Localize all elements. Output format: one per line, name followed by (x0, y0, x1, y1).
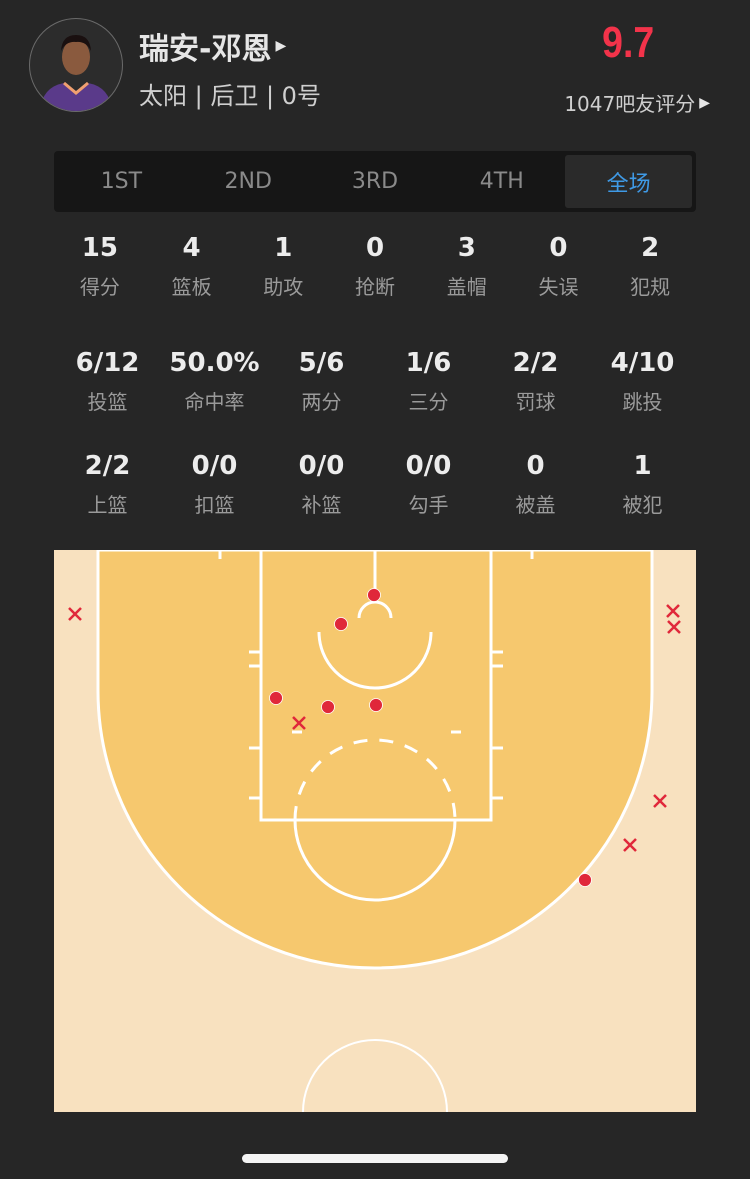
missed-shot-marker (292, 716, 306, 730)
stat-label: 抢断 (355, 275, 396, 299)
caret-right-icon: ▶ (275, 38, 287, 54)
basic-stats-row: 15 得分 4 篮板 1 助攻 0 抢断 3 盖帽 0 失误 2 犯规 (54, 231, 696, 300)
stat-label: 扣篮 (194, 493, 235, 517)
home-indicator[interactable] (242, 1154, 508, 1163)
shooting-stats-row: 6/12 投篮 50.0% 命中率 5/6 两分 1/6 三分 2/2 罚球 4/10 跳投 (54, 346, 696, 415)
tab-2nd[interactable]: 2ND (224, 169, 272, 194)
stat-label: 盖帽 (446, 275, 487, 299)
stat-value: 5/6 (298, 348, 345, 378)
stat-value: 1 (633, 451, 652, 481)
stat-value: 50.0% (169, 348, 260, 378)
stat-value: 1/6 (405, 348, 452, 378)
missed-shot-marker (653, 794, 667, 808)
stat-item: 4 篮板 (146, 231, 238, 300)
stat-label: 投篮 (87, 390, 128, 414)
made-shot-marker (321, 700, 335, 714)
stat-value: 0 (526, 451, 545, 481)
stat-value: 2/2 (512, 348, 559, 378)
stat-label: 勾手 (408, 493, 449, 517)
shot-type-stats-row: 2/2 上篮 0/0 扣篮 0/0 补篮 0/0 勾手 0 被盖 1 被犯 (54, 449, 696, 518)
stat-label: 被犯 (622, 493, 663, 517)
stat-value: 0/0 (298, 451, 345, 481)
made-shot-marker (369, 698, 383, 712)
missed-shot-marker (623, 838, 637, 852)
player-name-link[interactable]: 瑞安-邓恩 ▶ (139, 24, 286, 68)
missed-shot-marker (667, 620, 681, 634)
stat-value: 0/0 (191, 451, 238, 481)
stat-value: 6/12 (75, 348, 140, 378)
stat-value: 0 (549, 233, 568, 263)
three-point-area (96, 550, 654, 970)
made-shot-marker (578, 873, 592, 887)
stat-label: 助攻 (263, 275, 304, 299)
stat-item: 4/10 跳投 (589, 346, 696, 415)
made-shot-marker (334, 617, 348, 631)
stat-value: 1 (274, 233, 293, 263)
stat-item: 3 盖帽 (421, 231, 513, 300)
made-shot-marker (367, 588, 381, 602)
player-avatar[interactable] (29, 18, 123, 112)
tab-1st[interactable]: 1ST (100, 169, 143, 194)
player-photo (40, 35, 112, 111)
stat-label: 篮板 (171, 275, 212, 299)
stat-label: 得分 (79, 275, 120, 299)
stat-label: 罚球 (515, 390, 556, 414)
stat-value: 15 (81, 233, 118, 263)
stat-value: 4 (182, 233, 201, 263)
stat-item: 1 助攻 (237, 231, 329, 300)
stat-item: 0 抢断 (329, 231, 421, 300)
stat-value: 4/10 (610, 348, 675, 378)
stat-item: 2 犯规 (604, 231, 696, 300)
caret-right-icon: ▶ (699, 94, 710, 111)
tab-3rd[interactable]: 3RD (351, 169, 399, 194)
stat-value: 2 (641, 233, 660, 263)
stat-item: 1 被犯 (589, 449, 696, 518)
raters-count: 1047吧友评分 (564, 92, 696, 116)
stat-item: 0 失误 (513, 231, 605, 300)
rating-link[interactable]: 1047吧友评分 ▶ (564, 88, 710, 117)
stat-value: 3 (457, 233, 476, 263)
missed-shot-marker (666, 604, 680, 618)
stat-item: 2/2 罚球 (482, 346, 589, 415)
stat-item: 6/12 投篮 (54, 346, 161, 415)
stat-label: 补篮 (301, 493, 342, 517)
stat-label: 犯规 (630, 275, 671, 299)
made-shot-marker (269, 691, 283, 705)
stat-item: 0/0 勾手 (375, 449, 482, 518)
stat-item: 1/6 三分 (375, 346, 482, 415)
stat-item: 2/2 上篮 (54, 449, 161, 518)
stat-item: 50.0% 命中率 (161, 346, 268, 415)
tab-full-game[interactable]: 全场 (565, 155, 692, 208)
tab-4th[interactable]: 4TH (479, 169, 524, 194)
stat-label: 命中率 (184, 390, 245, 414)
stat-item: 0/0 补篮 (268, 449, 375, 518)
stat-label: 两分 (301, 390, 342, 414)
stat-label: 上篮 (87, 493, 128, 517)
stat-label: 三分 (408, 390, 449, 414)
player-info: 太阳 | 后卫 | 0号 (139, 82, 321, 110)
stat-label: 失误 (538, 275, 579, 299)
stat-value: 0/0 (405, 451, 452, 481)
stat-item: 0/0 扣篮 (161, 449, 268, 518)
stat-item: 15 得分 (54, 231, 146, 300)
stat-label: 被盖 (515, 493, 556, 517)
stat-value: 2/2 (84, 451, 131, 481)
player-name: 瑞安-邓恩 (139, 32, 272, 67)
player-rating: 9.7 (602, 18, 654, 67)
shot-chart (54, 550, 696, 1112)
stat-item: 0 被盖 (482, 449, 589, 518)
stat-label: 跳投 (622, 390, 663, 414)
stat-item: 5/6 两分 (268, 346, 375, 415)
stat-value: 0 (365, 233, 385, 263)
missed-shot-marker (68, 607, 82, 621)
court-lines (218, 550, 534, 1112)
period-tabs: 1ST 2ND 3RD 4TH 全场 (54, 151, 696, 212)
